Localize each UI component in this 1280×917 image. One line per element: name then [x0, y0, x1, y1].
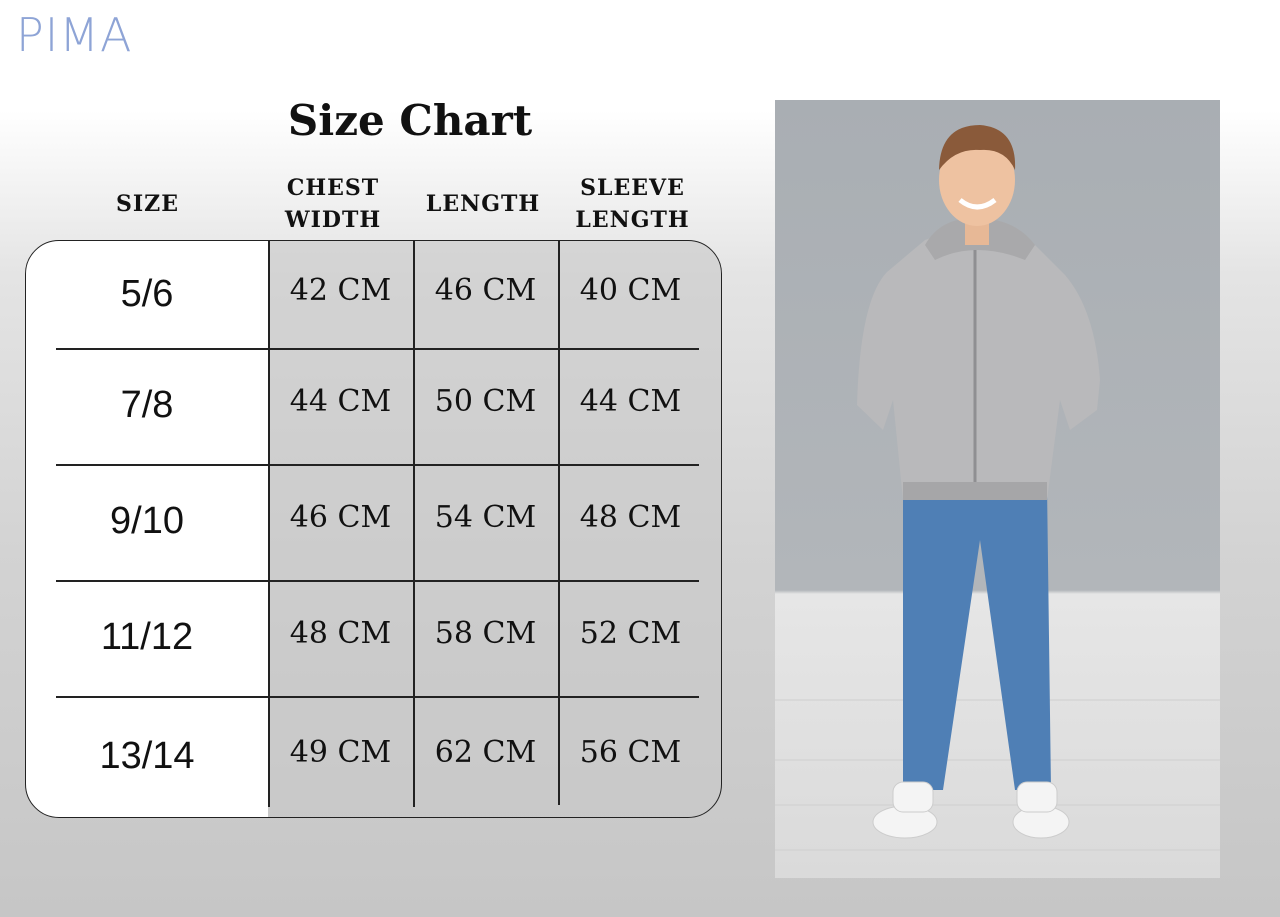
row-divider: [56, 580, 699, 582]
chest-width-cell: 48 CM: [289, 616, 392, 651]
sleeve-length-cell: 56 CM: [579, 734, 682, 770]
header-size: SIZE: [115, 191, 179, 217]
sleeve-length-cell: 48 CM: [579, 500, 682, 535]
chest-width-cell: 46 CM: [289, 500, 392, 535]
size-table: 5/6 42 CM 46 CM 40 CM 7/8 44 CM 50 CM 44 CM 9/10…: [25, 240, 722, 818]
length-cell: 62 CM: [434, 734, 537, 770]
header-line: LENGTH: [575, 207, 690, 233]
size-cell: 9/10: [110, 500, 184, 542]
row-divider: [56, 348, 699, 350]
head: [939, 125, 1016, 245]
sleeve-length-cell: 52 CM: [579, 616, 682, 651]
brand-logo: PIMA: [16, 8, 133, 62]
chest-width-cell: 44 CM: [289, 384, 392, 419]
header-line: WIDTH: [284, 207, 382, 233]
row-divider: [56, 696, 699, 698]
size-cell: 11/12: [100, 616, 194, 658]
model-photo: [775, 100, 1220, 878]
column-divider: [268, 241, 270, 807]
row-divider: [56, 464, 699, 466]
length-cell: 54 CM: [434, 500, 537, 535]
length-cell: 46 CM: [434, 272, 537, 308]
hoodie: [857, 218, 1100, 500]
header-chest-width: CHEST WIDTH: [268, 172, 398, 236]
floor-boards: [775, 699, 1220, 851]
chest-width-cell: 42 CM: [289, 272, 392, 308]
chest-width-cell: 49 CM: [289, 734, 392, 770]
header-sleeve-length: SLEEVE LENGTH: [560, 172, 705, 236]
length-cell: 50 CM: [434, 384, 537, 419]
page-title: Size Chart: [287, 96, 533, 145]
shoes: [872, 781, 1070, 839]
size-cell: 13/14: [99, 734, 195, 777]
length-cell: 58 CM: [434, 616, 537, 651]
size-cell: 7/8: [120, 384, 174, 426]
sleeve-length-cell: 40 CM: [579, 272, 682, 308]
header-line: SLEEVE: [580, 175, 685, 201]
header-length: LENGTH: [425, 191, 541, 217]
model-illustration: [775, 125, 1220, 851]
column-divider: [413, 241, 415, 807]
size-cell: 5/6: [120, 272, 174, 315]
sleeve-length-cell: 44 CM: [579, 384, 682, 419]
jeans: [903, 485, 1051, 790]
column-divider: [558, 241, 560, 805]
header-line: CHEST: [286, 175, 380, 201]
